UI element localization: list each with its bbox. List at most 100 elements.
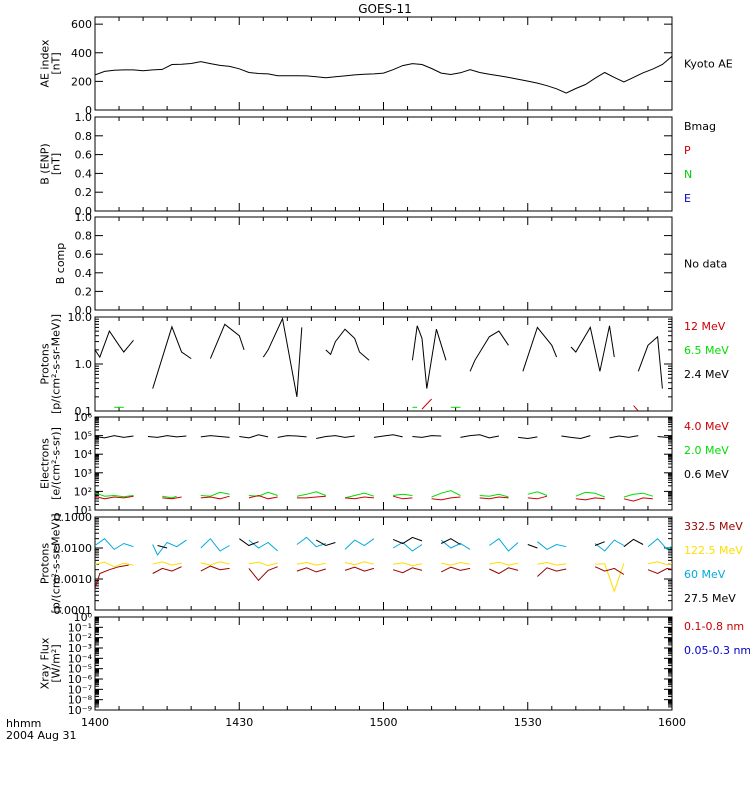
- series-line: [392, 536, 423, 545]
- legend-entry: Kyoto AE: [684, 58, 733, 71]
- legend-entry: 2.0 MeV: [684, 444, 729, 457]
- y-tick-label: 10⁰: [74, 611, 93, 624]
- y-tick-label: 600: [71, 18, 92, 31]
- series-line: [200, 491, 230, 497]
- panel-electrons: 10¹ 10² 10³ 10⁴ 10⁵ 10⁶ Electrons[e/(cm²-s-sr)…: [39, 411, 740, 517]
- x-tick-label: 1430: [225, 716, 253, 729]
- series-line: [441, 561, 471, 566]
- series-4-0-mev: [95, 494, 740, 502]
- y-axis-label: [p/(cm²-s-sr-MeV)]: [50, 314, 63, 414]
- series-line: [633, 405, 639, 411]
- series-line: [575, 497, 605, 501]
- y-axis-label: [p/(cm²-s-sr-MeV)]: [50, 514, 63, 614]
- series-line: [460, 434, 499, 439]
- series-27-5-mev: [157, 536, 644, 549]
- series-line: [344, 561, 375, 566]
- series-line: [162, 495, 177, 499]
- panel-bcomp: 0.0 0.2 0.4 0.6 0.8 1.0 B comp No data: [54, 211, 727, 317]
- y-axis-label: [nT]: [50, 153, 63, 175]
- series-kyoto-ae: [95, 55, 672, 94]
- y-tick-label: 10⁴: [74, 448, 93, 461]
- y-tick-label: 10⁻⁴: [68, 652, 93, 665]
- series-line: [431, 496, 461, 501]
- series-line: [248, 539, 279, 552]
- y-axis-label: Electrons: [39, 438, 52, 489]
- series-line: [296, 495, 326, 499]
- y-tick-label: 0.1000: [54, 511, 93, 524]
- series-line: [744, 568, 750, 573]
- y-tick-label: 1.0: [75, 211, 93, 224]
- series-line: [152, 539, 187, 556]
- series-line: [95, 561, 134, 568]
- date-label: 2004 Aug 31: [6, 729, 76, 742]
- series-line: [373, 434, 403, 438]
- series-line: [152, 325, 192, 389]
- series-line: [527, 491, 548, 496]
- y-axis-label: AE index: [39, 39, 52, 88]
- series-line: [344, 492, 375, 499]
- series-line: [739, 399, 744, 406]
- series-6-5-mev: [114, 399, 744, 408]
- series-line: [248, 491, 278, 497]
- legend-entry: 6.5 MeV: [684, 344, 729, 357]
- x-axis: 1400 1430 1500 1530 1600: [81, 716, 686, 729]
- series-line: [277, 435, 307, 438]
- series-line: [594, 566, 625, 575]
- y-tick-label: 400: [71, 47, 92, 60]
- series-line: [647, 561, 672, 566]
- y-tick-label: 0.0100: [54, 542, 93, 555]
- series-line: [248, 561, 278, 567]
- y-axis-label: Protons: [39, 343, 52, 384]
- x-tick-label: 1530: [514, 716, 542, 729]
- series-line: [344, 566, 375, 572]
- series-line: [393, 493, 413, 496]
- panel-protons_lo: 0.0001 0.0010 0.0100 0.1000 Protons[p/(cm²-s…: [39, 511, 750, 617]
- series-line: [647, 538, 672, 551]
- y-tick-label: 0.0010: [54, 573, 93, 586]
- panel-frame: [94, 316, 673, 412]
- series-line: [392, 567, 423, 574]
- x-axis-label: hhmm: [6, 717, 41, 730]
- series-line: [479, 493, 509, 498]
- series-122-5-mev: [95, 561, 750, 593]
- x-tick-label: 1500: [370, 716, 398, 729]
- series-line: [744, 539, 750, 545]
- y-tick-label: 10⁻²: [68, 632, 92, 645]
- series-line: [296, 567, 326, 573]
- y-tick-label: 10⁻⁶: [68, 673, 93, 686]
- legend-entry: 27.5 MeV: [684, 592, 736, 605]
- series-line: [561, 435, 591, 440]
- series-line: [239, 538, 259, 547]
- series-line: [537, 567, 567, 577]
- legend-entry: 60 MeV: [684, 568, 726, 581]
- series-line: [647, 567, 672, 575]
- y-axis-label: B comp: [54, 243, 67, 285]
- series-line: [296, 536, 326, 548]
- series-line: [735, 326, 750, 359]
- series-line: [744, 562, 750, 565]
- series-line: [711, 498, 740, 501]
- series-line: [200, 435, 230, 438]
- series-line: [200, 495, 230, 500]
- y-tick-label: 0.0: [75, 205, 93, 218]
- legend-entry: 12 MeV: [684, 320, 726, 333]
- series-line: [152, 561, 182, 566]
- y-tick-label: 10¹: [74, 504, 92, 517]
- series-line: [431, 490, 461, 498]
- y-tick-label: 0.4: [75, 267, 93, 280]
- y-tick-label: 0.8: [75, 230, 93, 243]
- series-line: [527, 544, 538, 549]
- series-line: [711, 492, 740, 496]
- series-line: [440, 566, 471, 573]
- panel-frame: [94, 16, 673, 111]
- series-line: [537, 561, 567, 566]
- series-332-5-mev: [95, 564, 750, 589]
- series-line: [296, 561, 326, 566]
- legend-entry: Bmag: [684, 120, 716, 133]
- series-12-mev: [421, 398, 639, 411]
- series-line: [527, 495, 548, 500]
- series-line: [95, 55, 672, 94]
- series-line: [147, 435, 187, 438]
- legend-entry: No data: [684, 258, 727, 271]
